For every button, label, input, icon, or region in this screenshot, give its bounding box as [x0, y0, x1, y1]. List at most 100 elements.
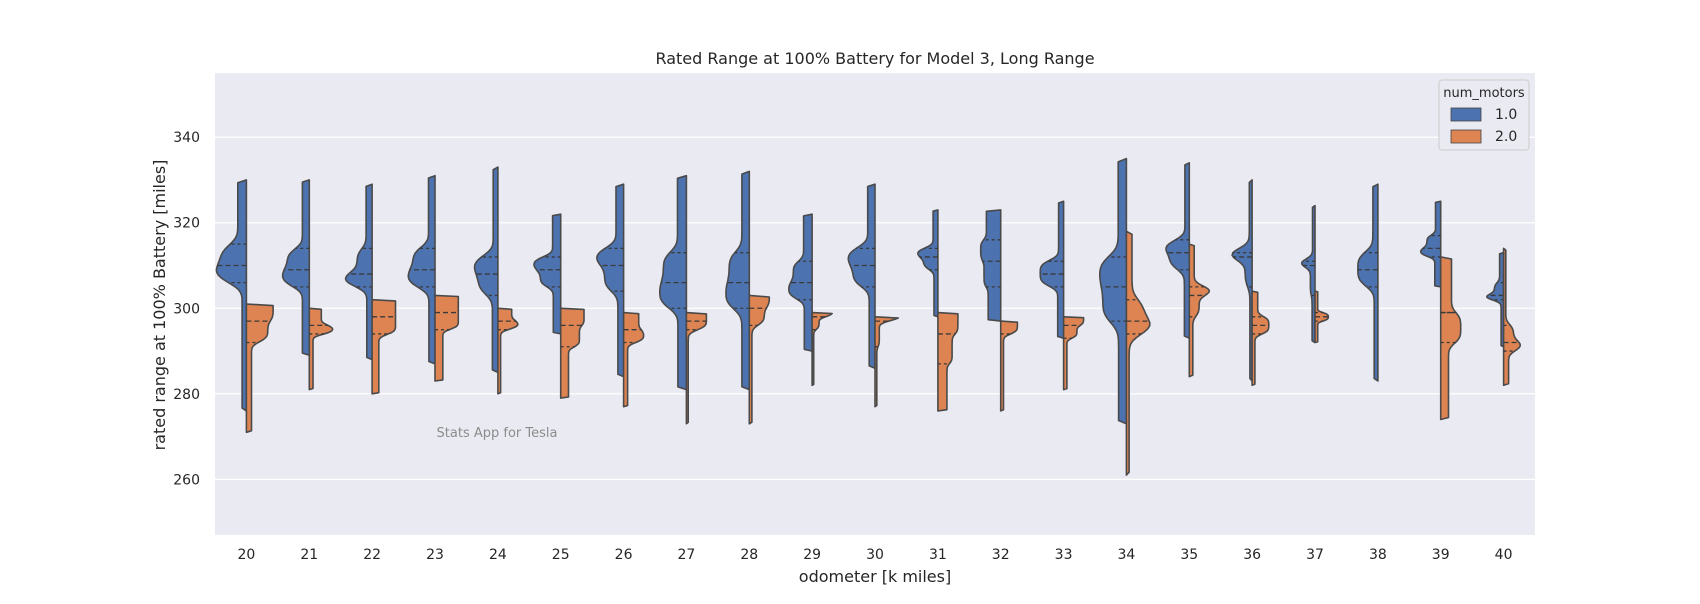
legend-swatch-1-0 — [1450, 107, 1482, 122]
y-tick-label: 320 — [173, 216, 200, 232]
chart-title: Rated Range at 100% Battery for Model 3,… — [655, 49, 1094, 68]
violin-1.0-31 — [917, 209, 939, 318]
violin-2.0-40 — [1502, 247, 1521, 387]
violin-body — [1062, 316, 1085, 391]
violin-body — [308, 307, 334, 391]
violin-1.0-37 — [1300, 204, 1316, 344]
x-tick-label: 39 — [1432, 547, 1450, 563]
x-axis-label: odometer [k miles] — [799, 567, 951, 586]
x-tick-label: 33 — [1055, 547, 1073, 563]
violin-body — [434, 294, 460, 382]
violin-1.0-23 — [407, 174, 436, 365]
violin-body — [1099, 157, 1128, 425]
x-tick-label: 21 — [300, 547, 318, 563]
violin-2.0-32 — [999, 320, 1019, 412]
x-tick-label: 22 — [363, 547, 381, 563]
violin-2.0-20 — [245, 303, 274, 434]
x-tick-label: 34 — [1118, 547, 1136, 563]
violin-1.0-29 — [788, 213, 813, 352]
x-tick-label: 26 — [615, 547, 633, 563]
violin-body — [1502, 247, 1521, 387]
x-tick-label: 37 — [1306, 547, 1324, 563]
violin-body — [344, 183, 373, 361]
y-tick-label: 340 — [173, 130, 200, 146]
violin-2.0-23 — [434, 294, 460, 382]
violins — [215, 157, 1521, 476]
violin-body — [215, 179, 248, 412]
violin-2.0-28 — [748, 294, 771, 425]
legend-title: num_motors — [1443, 86, 1525, 101]
violin-body — [596, 183, 625, 378]
x-tick-label: 30 — [866, 547, 884, 563]
violin-body — [1357, 183, 1379, 382]
violin-2.0-25 — [559, 307, 585, 399]
violin-body — [1039, 200, 1065, 339]
violin-1.0-25 — [533, 213, 562, 335]
violin-2.0-30 — [874, 316, 900, 408]
violin-body — [1300, 204, 1316, 344]
violin-1.0-30 — [847, 183, 876, 369]
violin-body — [937, 311, 959, 412]
violin-body — [1188, 243, 1211, 378]
violin-body — [622, 311, 645, 408]
violin-1.0-35 — [1165, 162, 1191, 339]
violin-2.0-33 — [1062, 316, 1085, 391]
x-tick-label: 40 — [1495, 547, 1513, 563]
violin-body — [1165, 162, 1191, 339]
violin-2.0-31 — [937, 311, 959, 412]
violin-body — [1251, 290, 1270, 387]
watermark-text: Stats App for Tesla — [437, 426, 558, 441]
violin-body — [1125, 230, 1151, 476]
y-axis-label: rated range at 100% Battery [miles] — [150, 160, 169, 451]
x-tick-label: 20 — [238, 547, 256, 563]
violin-2.0-24 — [497, 307, 519, 395]
violin-1.0-38 — [1357, 183, 1379, 382]
violin-body — [847, 183, 876, 369]
violin-1.0-36 — [1231, 179, 1253, 382]
legend-swatch-2-0 — [1450, 129, 1482, 144]
x-tick-label: 35 — [1180, 547, 1198, 563]
violin-body — [979, 209, 1002, 322]
legend-label-1-0: 1.0 — [1495, 107, 1517, 123]
violin-body — [685, 311, 708, 425]
x-tick-label: 29 — [803, 547, 821, 563]
y-tick-label: 260 — [173, 472, 200, 488]
violin-2.0-37 — [1314, 290, 1330, 344]
x-tick-label: 27 — [678, 547, 696, 563]
legend: num_motors 1.0 2.0 — [1438, 79, 1530, 151]
y-tick-label: 300 — [173, 301, 200, 317]
x-tick-label: 32 — [992, 547, 1010, 563]
violin-body — [1314, 290, 1330, 344]
violin-body — [1231, 179, 1253, 382]
violin-1.0-20 — [215, 179, 248, 412]
violin-1.0-22 — [344, 183, 373, 361]
violin-1.0-40 — [1486, 251, 1505, 348]
x-tick-label: 36 — [1243, 547, 1261, 563]
violin-body — [245, 303, 274, 434]
violin-1.0-28 — [725, 170, 751, 391]
violin-body — [371, 298, 397, 395]
violin-1.0-33 — [1039, 200, 1065, 339]
x-tick-label: 24 — [489, 547, 507, 563]
violin-1.0-32 — [979, 209, 1002, 322]
violin-body — [659, 174, 688, 391]
legend-label-2-0: 2.0 — [1495, 129, 1517, 145]
violin-1.0-24 — [473, 166, 499, 374]
violin-body — [1439, 256, 1462, 421]
violin-body — [999, 320, 1019, 412]
violin-2.0-22 — [371, 298, 397, 395]
violin-2.0-29 — [811, 311, 833, 387]
violin-1.0-34 — [1099, 157, 1128, 425]
violin-body — [473, 166, 499, 374]
violin-body — [559, 307, 585, 399]
violin-2.0-27 — [685, 311, 708, 425]
x-tick-labels: 20 21 22 23 24 25 26 27 28 29 30 31 32 33 34 35 36 37 38 39… — [238, 547, 1513, 563]
violin-2.0-39 — [1439, 256, 1462, 421]
violin-body — [748, 294, 771, 425]
violin-body — [497, 307, 519, 395]
x-tick-label: 31 — [929, 547, 947, 563]
violin-2.0-34 — [1125, 230, 1151, 476]
violin-2.0-21 — [308, 307, 334, 391]
